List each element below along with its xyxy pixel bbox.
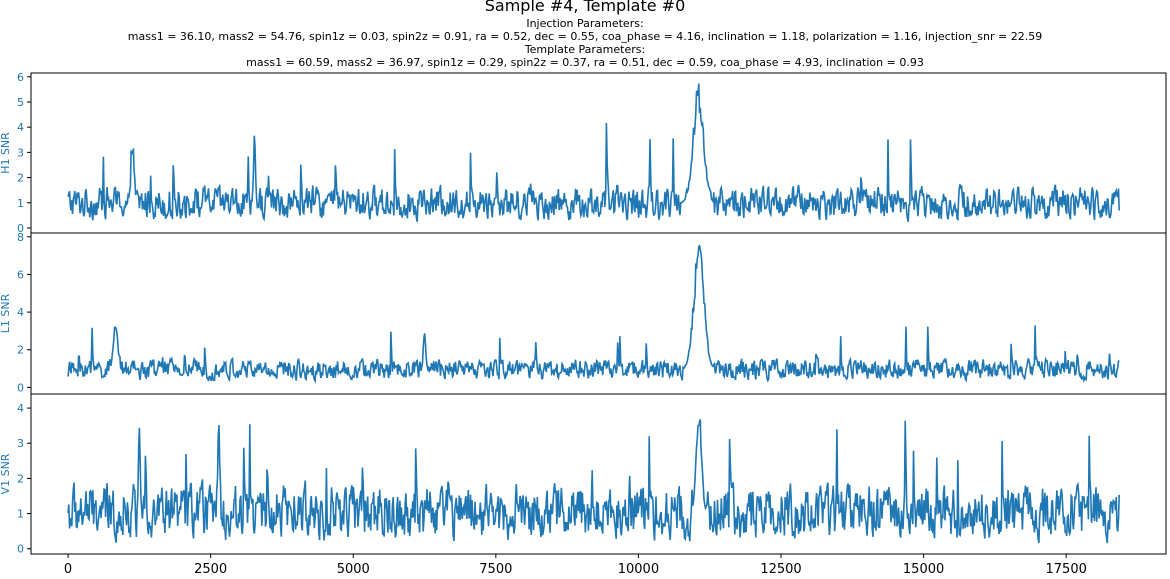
y-tick-label: 1 [17,508,24,521]
x-tick-label: 12500 [760,562,801,577]
y-tick-label: 6 [17,268,24,281]
x-tick-label: 10000 [618,562,659,577]
x-tick-label: 0 [64,562,72,577]
panel-h1: 0 1 2 3 4 5 6 H1 SNR [0,71,1167,235]
y-tick-label: 8 [17,231,24,244]
y-axis-label: V1 SNR [0,453,12,494]
y-tick-label: 3 [17,437,24,450]
y-tick-label: 0 [17,222,24,235]
y-tick-label: 2 [17,472,24,485]
x-tick-label: 2500 [194,562,227,577]
y-tick-label: 2 [17,172,24,185]
series-line [67,244,1120,384]
y-tick-label: 5 [17,96,24,109]
x-tick-label: 15000 [903,562,944,577]
y-tick-label: 0 [17,543,24,556]
template-params: mass1 = 60.59, mass2 = 36.97, spin1z = 0… [246,56,924,69]
injection-params: mass1 = 36.10, mass2 = 54.76, spin1z = 0… [127,30,1043,43]
figure-title: Sample #4, Template #0 [484,0,686,15]
y-tick-label: 4 [17,402,24,415]
y-tick-label: 4 [17,306,24,319]
y-axis-label: H1 SNR [0,132,12,174]
x-tick-label: 7500 [479,562,512,577]
template-header: Template Parameters: [524,43,646,56]
y-tick-label: 6 [17,71,24,84]
x-tick-label: 5000 [337,562,370,577]
y-tick-label: 3 [17,146,24,159]
y-tick-label: 2 [17,344,24,357]
series-line [67,419,1120,544]
x-tick-label: 17500 [1046,562,1087,577]
panel-l1: 0 2 4 6 8 L1 SNR [0,231,1167,395]
y-tick-label: 0 [17,381,24,394]
injection-header: Injection Parameters: [526,17,644,30]
y-tick-label: 4 [17,121,24,134]
panel-v1: 0 1 2 3 4 V1 SNR 0 2500 5000 7500 10000 12500 15000 1… [0,393,1167,577]
axes-frame [30,393,1167,555]
series-line [67,83,1120,222]
y-tick-label: 1 [17,197,24,210]
y-axis-label: L1 SNR [0,293,12,333]
